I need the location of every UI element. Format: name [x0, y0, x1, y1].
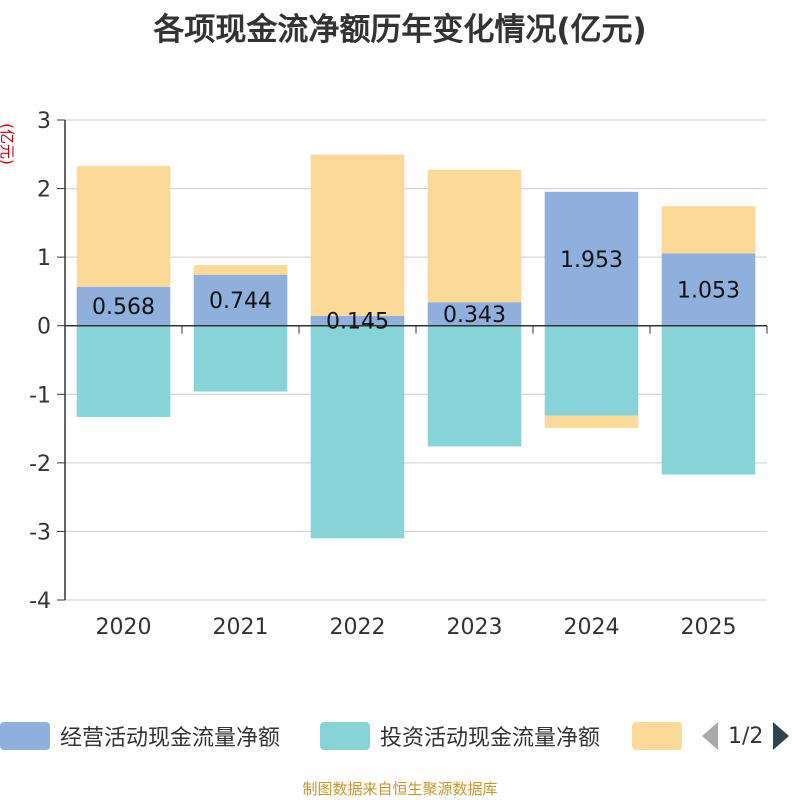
data-label-2025: 1.053: [677, 279, 740, 304]
legend-swatch-financing: [632, 722, 682, 750]
y-tick-label: -4: [29, 589, 51, 614]
legend-page-indicator: 1/2: [728, 723, 764, 749]
data-label-2023: 0.343: [443, 303, 506, 328]
bar-2022-series2: [310, 154, 405, 316]
bar-2020-series2: [76, 166, 171, 287]
y-tick-label: -1: [29, 383, 51, 408]
bar-2024-series0: [544, 191, 639, 326]
bar-2021-series1: [193, 325, 288, 392]
bar-2023-series2: [427, 169, 522, 303]
x-tick-label-2021: 2021: [213, 615, 269, 640]
legend-item-investing[interactable]: 投资活动现金流量净额: [320, 716, 600, 756]
bar-2020-series0: [76, 286, 171, 326]
data-label-2024: 1.953: [560, 248, 623, 273]
chart-area: 3 2 1 0 -1 -2 -3 -4 (亿元) 2020 2021 2022 2023 2024 2025…: [0, 109, 768, 640]
bar-2022-series1: [310, 325, 405, 539]
y-tick-label: -3: [29, 520, 51, 545]
pager-prev-icon[interactable]: [702, 722, 718, 750]
bar-2020-series1: [76, 325, 171, 417]
bar-2021-series2: [193, 265, 288, 275]
bar-2024-series2: [544, 415, 639, 428]
y-tick-label: 3: [37, 109, 51, 134]
axes: 3 2 1 0 -1 -2 -3 -4 (亿元) 2020 2021 2022 2023 2024 2025: [0, 109, 768, 640]
pager-next-icon[interactable]: [773, 722, 790, 750]
data-label-2020: 0.568: [92, 295, 155, 320]
x-tick-label-2025: 2025: [681, 615, 737, 640]
y-axis-title: (亿元): [0, 123, 16, 165]
data-labels: 0.568 0.744 0.145 0.343 1.953 1.053: [92, 248, 740, 335]
legend-label-investing: 投资活动现金流量净额: [380, 726, 601, 751]
bar-2025-series0: [661, 253, 756, 326]
x-tick-label-2022: 2022: [330, 615, 386, 640]
x-tick-label-2020: 2020: [96, 615, 152, 640]
data-label-2022: 0.145: [326, 310, 389, 335]
source-note: 制图数据来自恒生聚源数据库: [302, 780, 498, 798]
data-label-2021: 0.744: [209, 289, 272, 314]
y-tick-label: 1: [37, 246, 51, 271]
x-tick-label-2023: 2023: [447, 615, 503, 640]
bar-2023-series0: [427, 302, 522, 326]
bar-2024-series1: [544, 325, 639, 416]
legend-label-operating: 经营活动现金流量净额: [60, 726, 281, 751]
x-tick-label-2024: 2024: [564, 615, 620, 640]
y-tick-label: -2: [29, 452, 51, 477]
legend: 经营活动现金流量净额 投资活动现金流量净额 1/2: [0, 716, 800, 756]
legend-item-financing[interactable]: [632, 716, 682, 756]
legend-pager: 1/2: [702, 716, 790, 756]
legend-swatch-investing: [320, 722, 370, 750]
bar-2023-series1: [427, 325, 522, 447]
bar-2025-series2: [661, 206, 756, 254]
legend-item-operating[interactable]: 经营活动现金流量净额: [0, 716, 280, 756]
bar-2022-series0: [310, 315, 405, 326]
bars: [76, 154, 756, 539]
y-tick-label: 0: [37, 315, 51, 340]
bar-2025-series1: [661, 325, 756, 475]
legend-swatch-operating: [0, 722, 50, 750]
chart-title: 各项现金流净额历年变化情况(亿元): [153, 12, 647, 48]
y-tick-label: 2: [37, 178, 51, 203]
bar-2021-series0: [193, 274, 288, 326]
